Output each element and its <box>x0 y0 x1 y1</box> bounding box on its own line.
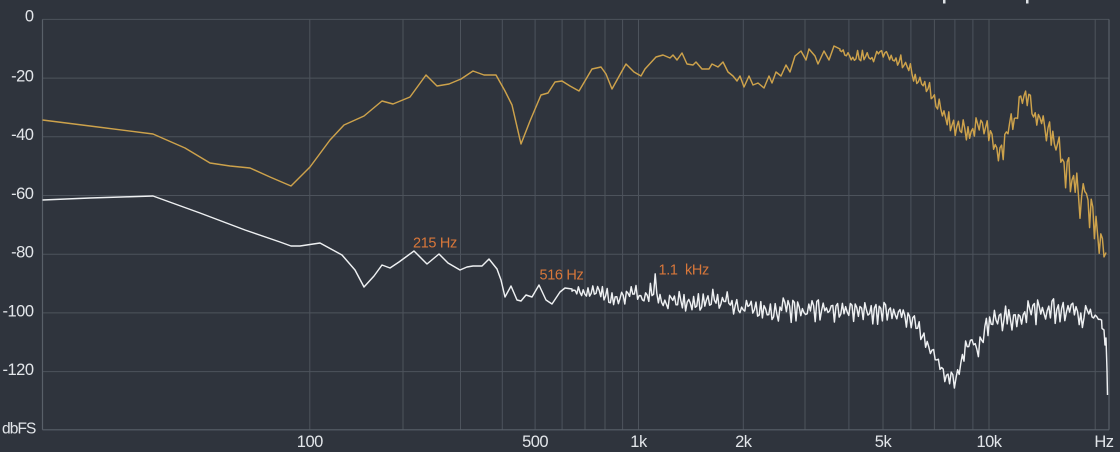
svg-text:1.1 kHz: 1.1 kHz <box>659 263 709 279</box>
svg-text:-40: -40 <box>11 126 34 144</box>
svg-text:516 Hz: 516 Hz <box>540 268 584 284</box>
svg-text:10k: 10k <box>976 433 1002 451</box>
svg-text:2k: 2k <box>735 433 753 451</box>
svg-text:215 Hz: 215 Hz <box>413 235 457 251</box>
svg-text:Hz: Hz <box>1094 433 1113 451</box>
svg-text:-120: -120 <box>2 361 33 379</box>
svg-text:0: 0 <box>25 7 34 25</box>
svg-text:-60: -60 <box>11 185 34 203</box>
svg-text:1k: 1k <box>630 433 648 451</box>
svg-text:5k: 5k <box>875 433 893 451</box>
svg-text:dbFS: dbFS <box>2 421 36 438</box>
svg-text:500: 500 <box>522 433 548 451</box>
svg-text:100: 100 <box>297 433 323 451</box>
svg-text:-80: -80 <box>11 244 34 262</box>
svg-text:-100: -100 <box>2 302 33 320</box>
svg-text:-20: -20 <box>11 68 34 86</box>
